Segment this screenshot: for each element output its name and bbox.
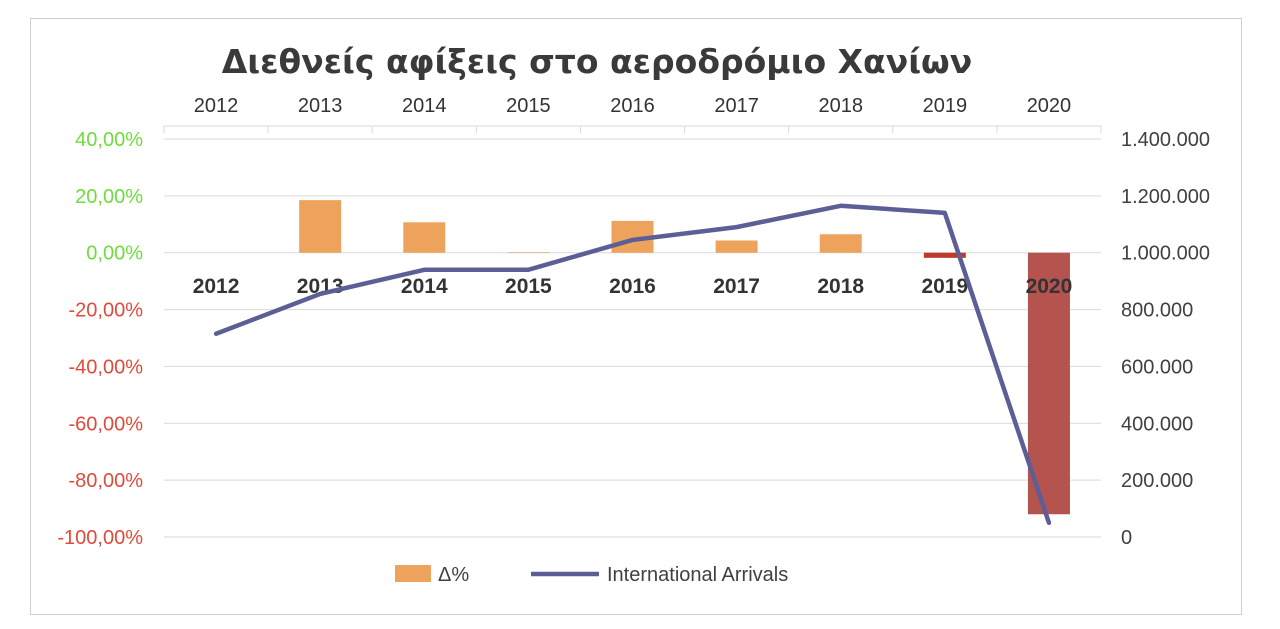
left-tick-label: -60,00% — [69, 413, 144, 435]
line-international-arrivals — [213, 203, 1052, 526]
chart-title: Διεθνείς αφίξεις στο αεροδρόμιο Χανίων — [222, 42, 972, 81]
line-series — [213, 203, 1052, 526]
mid-tick-label: 2020 — [1026, 275, 1073, 298]
top-tick-label: 2015 — [506, 95, 551, 117]
top-category-axis: 2012 2013 2014 2015 2016 2017 2018 2019 2020 — [163, 95, 1102, 133]
bar-delta-2020 — [1027, 252, 1070, 515]
top-tick-label: 2012 — [194, 95, 239, 117]
legend: Δ% International Arrivals — [395, 564, 788, 586]
left-tick-label: 20,00% — [75, 186, 143, 208]
right-tick-label: 600.000 — [1121, 356, 1193, 378]
bar-delta-2017 — [715, 240, 758, 253]
bar-delta-2019 — [923, 252, 966, 258]
right-tick-label: 1.000.000 — [1121, 243, 1210, 265]
chart-svg: Διεθνείς αφίξεις στο αεροδρόμιο Χανίων 2… — [57, 42, 1210, 586]
top-tick-label: 2016 — [610, 95, 655, 117]
bar-delta-2014 — [403, 222, 446, 253]
left-tick-label: -20,00% — [69, 300, 144, 322]
legend-line-label: International Arrivals — [607, 564, 788, 586]
middle-category-axis: 2012 2013 2014 2015 2016 2017 2018 2019 2020 — [193, 275, 1073, 298]
mid-tick-label: 2012 — [193, 275, 240, 298]
right-tick-label: 1.200.000 — [1121, 186, 1210, 208]
top-tick-label: 2019 — [923, 95, 968, 117]
top-tick-label: 2018 — [818, 95, 863, 117]
mid-tick-label: 2016 — [609, 275, 656, 298]
top-tick-label: 2013 — [298, 95, 343, 117]
mid-tick-label: 2018 — [817, 275, 864, 298]
mid-tick-label: 2019 — [921, 275, 968, 298]
right-tick-label: 800.000 — [1121, 300, 1193, 322]
left-tick-label: -80,00% — [69, 470, 144, 492]
gridlines — [164, 138, 1101, 538]
mid-tick-label: 2014 — [401, 275, 448, 298]
mid-tick-label: 2015 — [505, 275, 552, 298]
left-tick-label: 0,00% — [86, 243, 143, 265]
top-tick-label: 2014 — [402, 95, 447, 117]
bar-delta-2015 — [507, 252, 550, 253]
bar-series — [299, 200, 1070, 515]
top-tick-label: 2017 — [714, 95, 759, 117]
right-tick-label: 1.400.000 — [1121, 129, 1210, 151]
right-tick-label: 200.000 — [1121, 470, 1193, 492]
chart-frame: Διεθνείς αφίξεις στο αεροδρόμιο Χανίων 2… — [30, 18, 1242, 615]
left-axis: 40,00% 20,00% 0,00% -20,00% -40,00% -60,00% -8… — [57, 129, 143, 549]
left-tick-label: 40,00% — [75, 129, 143, 151]
bar-delta-2018 — [819, 234, 862, 253]
right-tick-label: 0 — [1121, 527, 1132, 549]
right-axis: 1.400.000 1.200.000 1.000.000 800.000 600.00… — [1121, 129, 1210, 549]
legend-bar-label: Δ% — [438, 564, 469, 586]
top-tick-label: 2020 — [1027, 95, 1072, 117]
left-tick-label: -40,00% — [69, 356, 144, 378]
bar-delta-2013 — [299, 200, 342, 253]
left-tick-label: -100,00% — [57, 527, 143, 549]
mid-tick-label: 2017 — [713, 275, 760, 298]
legend-bar-swatch — [395, 565, 431, 582]
right-tick-label: 400.000 — [1121, 413, 1193, 435]
